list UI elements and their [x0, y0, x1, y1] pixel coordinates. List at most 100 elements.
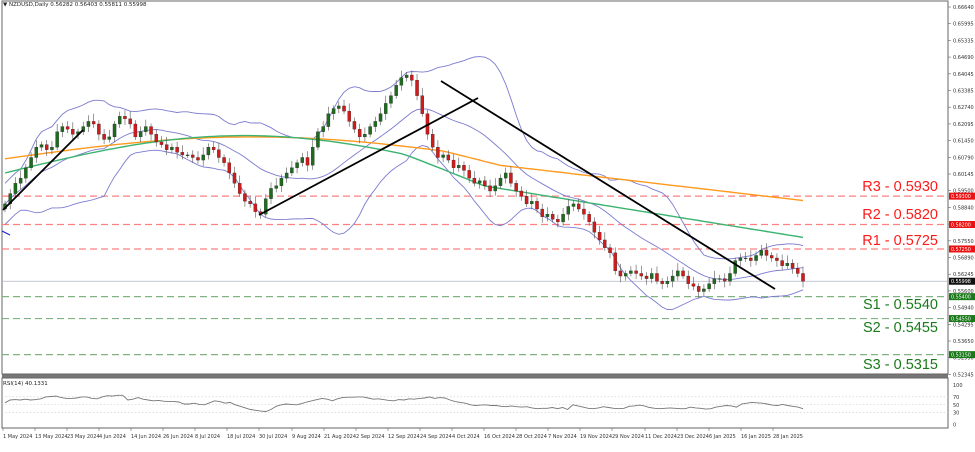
candle	[540, 208, 544, 217]
candle	[509, 172, 513, 184]
candle	[676, 270, 680, 277]
trendline-down	[440, 80, 776, 290]
candle	[571, 203, 576, 207]
date-axis-label: 7 Nov 2024	[548, 434, 577, 440]
candle	[384, 103, 388, 114]
candle	[780, 260, 784, 266]
candle	[321, 126, 325, 132]
candle	[420, 95, 424, 114]
candle	[123, 116, 127, 119]
candle	[769, 255, 774, 259]
date-axis-label: 2 Sep 2024	[356, 434, 385, 440]
candle	[222, 157, 226, 163]
price-axis-label: 0.60790	[953, 155, 974, 161]
date-axis-label: 8 Jul 2024	[195, 434, 220, 440]
price-axis-label: 0.57550	[953, 239, 974, 245]
candle	[352, 121, 357, 130]
price-tag	[949, 277, 975, 285]
candle	[243, 193, 247, 202]
candle	[185, 154, 190, 156]
candle	[34, 147, 39, 158]
date-axis-label: 4 Jun 2024	[99, 434, 126, 440]
candle	[305, 157, 310, 166]
candle	[86, 121, 91, 127]
date-axis-label: 6 Jan 2025	[709, 434, 736, 440]
candle	[191, 154, 195, 158]
candle	[457, 165, 461, 168]
candle	[331, 108, 336, 114]
candle	[81, 126, 85, 132]
collapse-triangle-icon[interactable]: ▼	[3, 2, 8, 8]
candle	[467, 170, 471, 179]
price-axis-label: 0.62740	[953, 105, 974, 111]
level-label-r1: R1 - 0.5725	[862, 233, 938, 249]
candle	[118, 116, 122, 125]
candle	[451, 159, 456, 168]
candle	[211, 147, 216, 150]
svg-text:0.58200: 0.58200	[951, 222, 971, 228]
date-axis-label: 9 Aug 2024	[292, 434, 321, 440]
svg-text:0.57250: 0.57250	[951, 247, 971, 253]
price-tag	[949, 315, 975, 323]
date-axis-label: 1 May 2024	[3, 434, 32, 440]
trendline-up-1	[2, 129, 84, 211]
bollinger-upper	[4, 56, 804, 260]
candle	[316, 131, 320, 148]
price-axis-label: 0.63385	[953, 89, 974, 95]
date-axis-label: 4 Oct 2024	[452, 434, 480, 440]
candle	[342, 105, 346, 112]
svg-text:0.55998: 0.55998	[951, 279, 971, 285]
candle	[503, 172, 508, 179]
price-axis-label: 0.56890	[953, 256, 974, 262]
candle	[97, 123, 101, 135]
candle	[514, 183, 518, 192]
price-axis-label: 0.58840	[953, 205, 974, 211]
candle	[154, 134, 158, 143]
candle	[107, 136, 112, 140]
date-axis-label: 13 May 2024	[35, 434, 68, 440]
candle	[50, 147, 54, 150]
candle	[556, 219, 560, 223]
candle	[613, 252, 617, 272]
candle	[373, 121, 378, 127]
candle	[629, 270, 633, 274]
price-tag	[949, 245, 975, 253]
rsi-axis-label: 50	[953, 403, 959, 409]
candle	[404, 74, 409, 78]
candle	[530, 201, 534, 205]
candle	[217, 149, 221, 158]
candle	[279, 177, 284, 186]
candle	[681, 270, 685, 277]
candle	[232, 172, 237, 184]
price-axis-label: 0.64690	[953, 55, 974, 61]
candle	[733, 260, 737, 274]
candle	[535, 201, 539, 210]
candle	[149, 126, 153, 135]
candle	[300, 157, 305, 163]
candle	[634, 270, 638, 274]
bollinger-lower	[4, 145, 804, 310]
candle	[785, 263, 790, 266]
candle	[248, 201, 252, 205]
candle	[790, 263, 795, 269]
candle	[253, 203, 258, 212]
price-axis-label: 0.52345	[953, 372, 974, 378]
candle	[378, 113, 383, 122]
date-axis-label: 12 Sep 2024	[388, 434, 420, 440]
candle	[295, 162, 299, 168]
candle	[18, 177, 23, 184]
price-axis-label: 0.65335	[953, 38, 974, 44]
candle	[347, 110, 351, 122]
candle	[764, 250, 769, 256]
candle	[284, 172, 289, 179]
candle	[175, 147, 179, 153]
candle	[326, 113, 331, 127]
rsi-line	[4, 394, 804, 412]
candle	[477, 180, 482, 184]
candle	[650, 273, 654, 279]
candle	[743, 257, 748, 259]
rsi-axis-label: 70	[953, 395, 959, 401]
level-label-s3: S3 - 0.5315	[863, 357, 938, 373]
candle	[498, 177, 503, 186]
